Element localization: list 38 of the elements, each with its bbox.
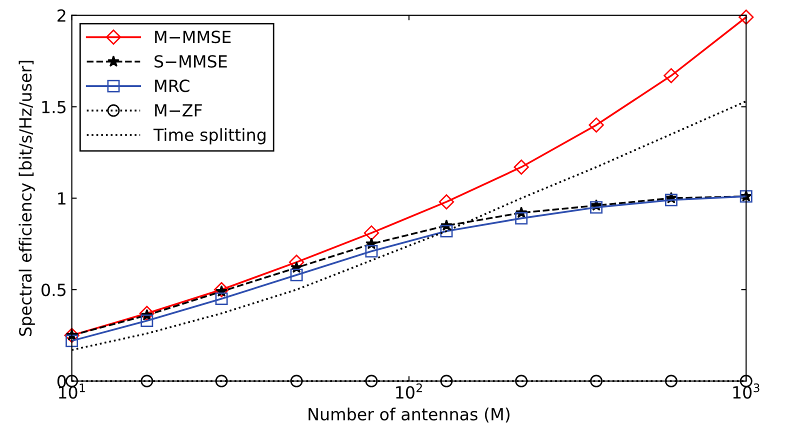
point [290, 268, 303, 282]
x-axis-title: Number of antennas (M) [308, 408, 510, 422]
point [590, 201, 603, 214]
point [515, 374, 528, 388]
point [365, 244, 378, 258]
point [664, 194, 678, 206]
legend-label: MRC [155, 80, 190, 92]
y-tick-label: 2 [58, 9, 66, 22]
point [140, 314, 154, 327]
legend-label: Time splitting [153, 128, 266, 144]
point [438, 194, 454, 210]
point [139, 306, 154, 321]
y-tick-label: 0.5 [42, 284, 66, 296]
point [664, 68, 679, 84]
point [515, 212, 528, 225]
x-tick-label: 10$^{2}$ [396, 383, 422, 399]
point [738, 10, 754, 25]
point [140, 374, 154, 388]
point [514, 160, 529, 175]
legend-label: S−MMSE [154, 55, 227, 68]
point [590, 374, 603, 388]
point [588, 117, 604, 133]
point [440, 224, 453, 238]
point [215, 374, 228, 388]
point [215, 292, 228, 306]
x-tick-label: 10$^{3}$ [733, 383, 760, 399]
point [440, 374, 453, 388]
point [364, 225, 380, 241]
y-axis-title: Spectral efficiency [bit/s/Hz/user] [18, 60, 35, 336]
point [66, 334, 78, 348]
legend-label: M−ZF [155, 104, 202, 116]
point [664, 374, 678, 388]
point [365, 374, 378, 388]
y-tick-label: 1 [58, 192, 66, 205]
point [290, 374, 303, 388]
y-tick-label: 1.5 [42, 100, 66, 114]
legend-label: M−MMSE [155, 30, 231, 44]
point [214, 282, 230, 298]
